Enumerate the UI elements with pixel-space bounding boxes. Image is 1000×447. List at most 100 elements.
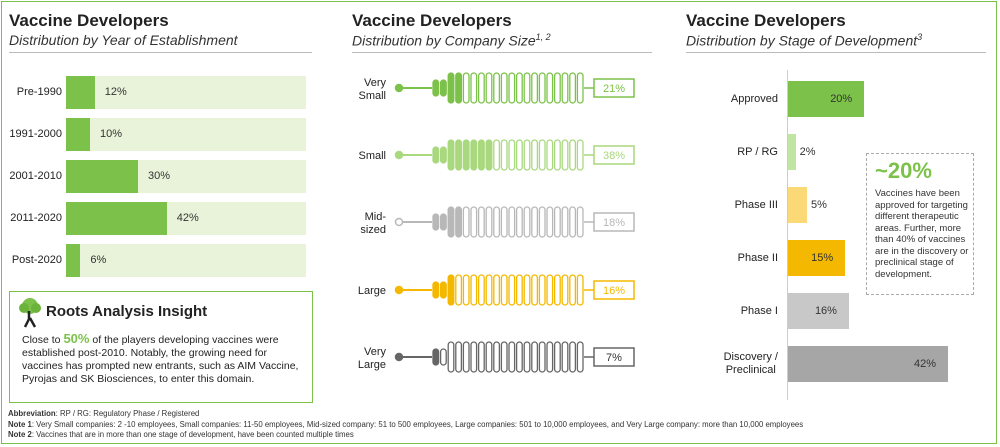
stage-value-label: 2% — [799, 146, 816, 158]
capsule — [515, 139, 523, 171]
capsule — [485, 139, 493, 171]
capsule — [485, 274, 493, 306]
year-value-label: 42% — [176, 212, 199, 224]
year-label: 2011-2020 — [10, 212, 62, 224]
capsule — [432, 348, 440, 366]
left-panel-subtitle: Distribution by Year of Establishment — [9, 32, 238, 48]
right-subtitle-text: Distribution by Stage of Development — [686, 32, 918, 49]
value-box — [593, 280, 635, 300]
capsule — [569, 72, 577, 104]
middle-title-rule — [352, 52, 652, 53]
stage-label: Approved — [730, 93, 778, 105]
capsule — [515, 341, 523, 373]
bar-track — [66, 118, 306, 151]
stage-bar — [788, 240, 846, 276]
capsule — [455, 139, 463, 171]
capsule — [477, 341, 485, 373]
capsule — [470, 72, 478, 104]
capsule — [432, 281, 440, 299]
year-value-label: 12% — [104, 86, 127, 98]
right-panel-subtitle: Distribution by Stage of Development3 — [686, 32, 922, 49]
stage-axis — [787, 70, 788, 400]
stage-value-label: 20% — [830, 93, 853, 105]
middle-panel-title: Vaccine Developers — [352, 11, 512, 30]
capsule — [553, 139, 561, 171]
capsule — [447, 139, 455, 171]
size-value-label: 16% — [603, 285, 625, 297]
right-subtitle-sup: 3 — [917, 32, 923, 42]
capsule — [462, 274, 470, 306]
callout-text: Vaccines have been approved for targetin… — [875, 188, 969, 280]
capsule — [508, 206, 516, 238]
capsule — [538, 72, 546, 104]
capsule — [538, 206, 546, 238]
capsule — [531, 206, 539, 238]
capsule — [576, 206, 584, 238]
capsule — [569, 139, 577, 171]
capsule — [432, 79, 440, 97]
year-bar — [66, 202, 167, 235]
stage-bar — [788, 81, 865, 117]
capsule — [493, 139, 501, 171]
year-value-label: 6% — [90, 254, 107, 266]
capsule — [561, 341, 569, 373]
callout-value: ~20% — [875, 158, 932, 183]
value-box — [593, 212, 635, 232]
capsule — [515, 274, 523, 306]
size-label: Very Large — [358, 346, 387, 371]
capsule — [569, 206, 577, 238]
year-label: 2001-2010 — [9, 170, 62, 182]
capsule — [477, 274, 485, 306]
capsule — [477, 206, 485, 238]
capsule — [523, 72, 531, 104]
capsule — [462, 72, 470, 104]
capsule — [553, 274, 561, 306]
capsule — [455, 72, 463, 104]
stage-bar — [788, 293, 849, 329]
capsule — [523, 139, 531, 171]
stage-bar — [788, 134, 796, 170]
year-bar — [66, 244, 81, 277]
footnotes: Abbreviation: RP / RG: Regulatory Phase … — [8, 409, 803, 441]
value-box — [593, 78, 635, 98]
stem-dot — [394, 83, 404, 93]
capsule — [538, 341, 546, 373]
insight-box: Roots Analysis Insight Close to 50% of t… — [9, 291, 313, 403]
insight-text: Close to 50% of the players developing v… — [22, 332, 308, 386]
stage-label: RP / RG — [737, 146, 778, 158]
capsule — [500, 341, 508, 373]
capsule — [569, 341, 577, 373]
year-label: Post-2020 — [11, 254, 62, 266]
size-value-label: 18% — [603, 217, 625, 229]
year-label: 1991-2000 — [9, 128, 62, 140]
capsule — [439, 213, 447, 231]
abbreviation-note: Abbreviation: RP / RG: Regulatory Phase … — [8, 409, 200, 418]
right-panel-title: Vaccine Developers — [686, 11, 846, 30]
capsule — [493, 274, 501, 306]
capsule — [561, 139, 569, 171]
capsule — [439, 281, 447, 299]
stem-dot — [394, 217, 404, 227]
capsule — [500, 139, 508, 171]
capsule — [462, 139, 470, 171]
value-box — [593, 145, 635, 165]
capsule — [439, 79, 447, 97]
stage-bar — [788, 346, 948, 382]
capsule — [515, 206, 523, 238]
stage-value-label: 42% — [914, 358, 937, 370]
stage-label: Discovery / Preclinical — [723, 351, 778, 376]
capsule — [531, 139, 539, 171]
size-label: Mid-sized — [360, 211, 386, 236]
capsule — [500, 206, 508, 238]
middle-subtitle-text: Distribution by Company Size — [352, 32, 536, 49]
year-value-label: 10% — [100, 128, 123, 140]
left-panel-title: Vaccine Developers — [9, 11, 169, 30]
capsule — [538, 139, 546, 171]
middle-subtitle-sup: 1, 2 — [535, 32, 551, 42]
capsule — [546, 72, 554, 104]
capsule — [477, 72, 485, 104]
stage-value-label: 15% — [811, 252, 834, 264]
capsule — [553, 341, 561, 373]
capsule — [470, 341, 478, 373]
